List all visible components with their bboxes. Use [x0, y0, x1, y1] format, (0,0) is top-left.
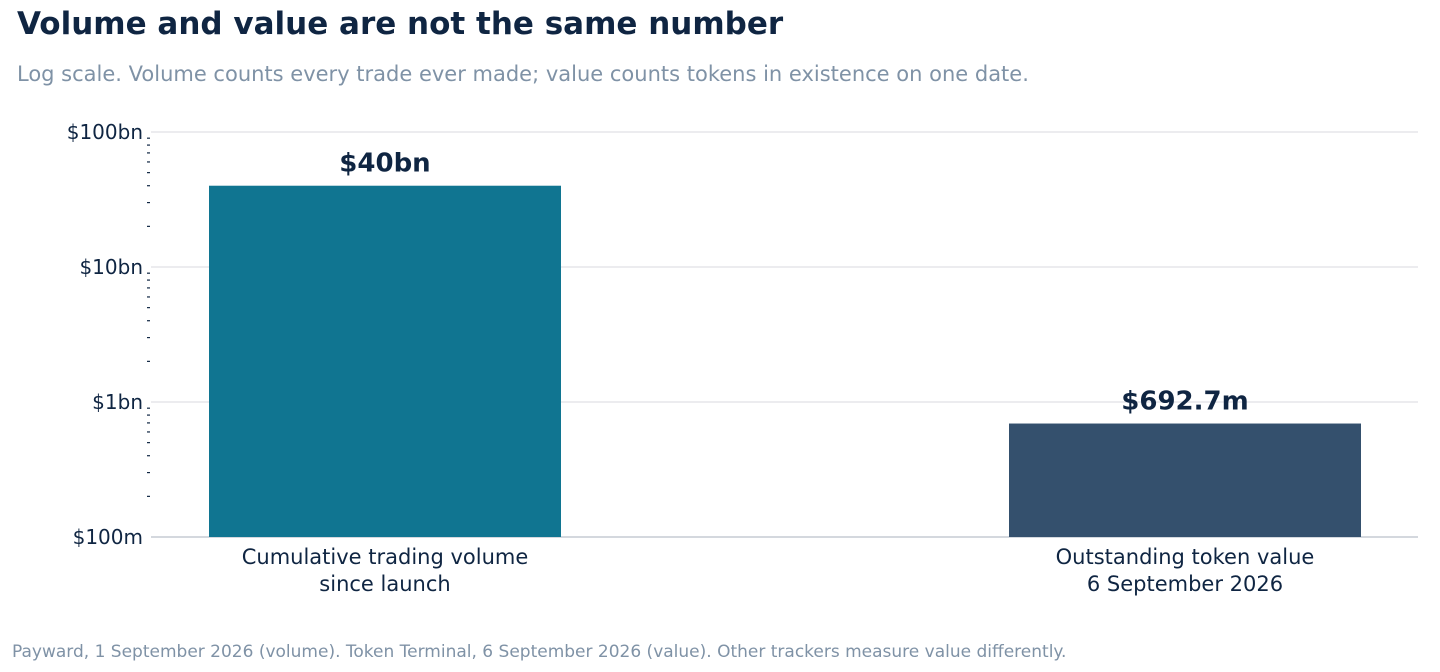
y-tick-label: $100bn [67, 120, 143, 144]
category-label-line: since launch [319, 572, 450, 596]
category-label-1: Cumulative trading volume since launch [242, 545, 529, 596]
category-label-line: Cumulative trading volume [242, 545, 529, 569]
chart-title: Volume and value are not the same number [17, 6, 784, 42]
bar-2 [1009, 423, 1361, 537]
source-note: Payward, 1 September 2026 (volume). Toke… [12, 642, 1067, 662]
y-tick-label: $100m [73, 525, 143, 549]
chart-subtitle: Log scale. Volume counts every trade eve… [17, 62, 1029, 86]
y-tick-label: $10bn [79, 255, 143, 279]
category-label-2: Outstanding token value 6 September 2026 [1056, 545, 1315, 596]
bar-1-value-label: $40bn [339, 149, 430, 179]
y-tick-label: $1bn [92, 390, 143, 414]
category-label-line: Outstanding token value [1056, 545, 1315, 569]
category-label-line: 6 September 2026 [1087, 572, 1283, 596]
bar-2-value-label: $692.7m [1121, 387, 1248, 417]
bar-1 [209, 185, 561, 537]
